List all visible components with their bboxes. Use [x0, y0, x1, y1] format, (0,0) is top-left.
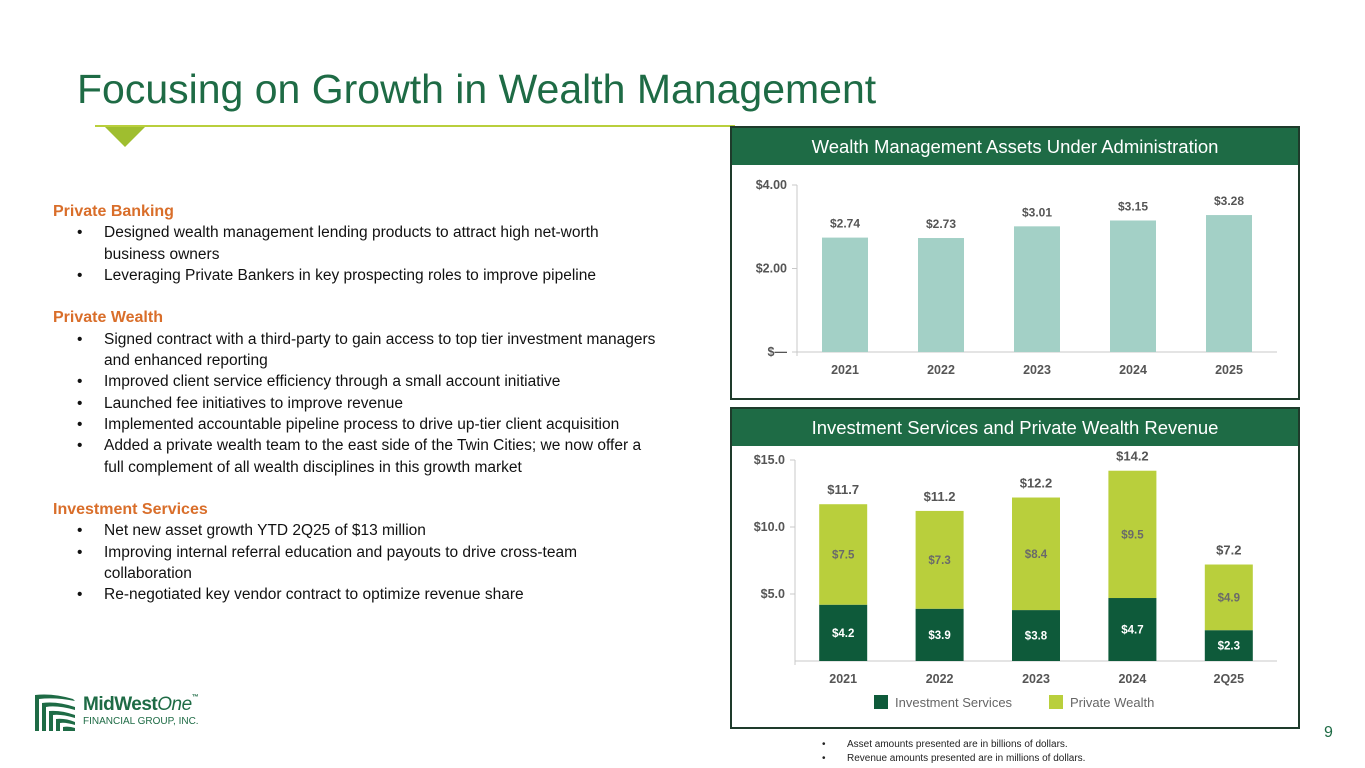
- section-heading-investment-services: Investment Services: [53, 501, 208, 519]
- y-tick-label: $2.00: [756, 262, 787, 276]
- legend-label-private-wealth: Private Wealth: [1070, 695, 1154, 710]
- x-tick-label-2025: 2025: [1215, 363, 1243, 377]
- aum-chart-title: Wealth Management Assets Under Administr…: [732, 128, 1298, 165]
- bullet-list-private-banking: Designed wealth management lending produ…: [53, 222, 663, 286]
- data-label-private-wealth-2024: $9.5: [1121, 529, 1144, 541]
- bar-private-wealth-2021: [819, 504, 868, 605]
- revenue-chart-title: Investment Services and Private Wealth R…: [732, 409, 1298, 446]
- data-label-investment-services-2021: $4.2: [832, 628, 854, 640]
- total-label-2Q25: $7.2: [1216, 543, 1241, 558]
- revenue-stacked-bar-chart: $5.0 $10.0 $15.0 $4.2 $7.5 $11.7 2021 $3.9 $7.3 $…: [754, 449, 1277, 710]
- bar-investment-services-2021: [819, 604, 868, 661]
- bar-2021: [822, 237, 868, 352]
- title-triangle-marker: [105, 127, 145, 147]
- footnote-item: Asset amounts presented are in billions …: [822, 738, 1085, 752]
- data-label-private-wealth-2023: $8.4: [1025, 549, 1048, 561]
- logo-subtitle: FINANCIAL GROUP, INC.: [83, 716, 199, 727]
- bullet-item: Improved client service efficiency throu…: [53, 371, 663, 393]
- bar-2024: [1110, 220, 1156, 352]
- bullet-item: Designed wealth management lending produ…: [53, 222, 663, 265]
- x-tick-label-2022: 2022: [926, 672, 954, 686]
- bar-investment-services-2Q25: [1204, 630, 1253, 661]
- title-underline: [95, 125, 735, 127]
- aum-chart-panel: Wealth Management Assets Under Administr…: [730, 126, 1300, 400]
- bar-investment-services-2024: [1108, 598, 1157, 661]
- footnote-item: Revenue amounts presented are in million…: [822, 752, 1085, 766]
- bullet-list-investment-services: Net new asset growth YTD 2Q25 of $13 mil…: [53, 520, 663, 605]
- y-tick-label: $—: [768, 345, 788, 359]
- data-label-private-wealth-2Q25: $4.9: [1218, 592, 1240, 604]
- y-tick-label: $5.0: [761, 587, 785, 601]
- bar-2022: [918, 238, 964, 352]
- logo-mark-icon: [33, 691, 77, 734]
- revenue-chart-panel: Investment Services and Private Wealth R…: [730, 407, 1300, 729]
- bar-2023: [1014, 226, 1060, 352]
- y-tick-label: $15.0: [754, 453, 785, 467]
- footnotes: Asset amounts presented are in billions …: [822, 738, 1085, 765]
- bar-private-wealth-2022: [915, 510, 964, 609]
- bullet-item: Net new asset growth YTD 2Q25 of $13 mil…: [53, 520, 663, 542]
- bar-private-wealth-2Q25: [1204, 564, 1253, 631]
- bullet-list-private-wealth: Signed contract with a third-party to ga…: [53, 329, 663, 478]
- bullet-item: Improving internal referral education an…: [53, 542, 663, 585]
- bar-private-wealth-2023: [1012, 497, 1060, 611]
- bullet-item: Leveraging Private Bankers in key prospe…: [53, 265, 663, 287]
- company-logo: MidWestOne™ FINANCIAL GROUP, INC.: [33, 691, 223, 735]
- data-label-investment-services-2024: $4.7: [1121, 625, 1143, 637]
- data-label-private-wealth-2021: $7.5: [832, 549, 855, 561]
- section-heading-private-wealth: Private Wealth: [53, 309, 163, 327]
- data-label-2024: $3.15: [1118, 199, 1148, 213]
- bar-investment-services-2023: [1012, 610, 1060, 661]
- data-label-investment-services-2Q25: $2.3: [1218, 641, 1240, 653]
- total-label-2021: $11.7: [827, 482, 859, 497]
- data-label-2025: $3.28: [1214, 194, 1244, 208]
- x-tick-label-2022: 2022: [927, 363, 955, 377]
- y-tick-label: $4.00: [756, 178, 787, 192]
- bullet-item: Launched fee initiatives to improve reve…: [53, 393, 663, 415]
- aum-bar-chart: $— $2.00 $4.00 $2.74 2021 $2.73 2022 $3.01 2023 $…: [756, 178, 1277, 377]
- legend-swatch-private-wealth: [1049, 695, 1063, 709]
- legend-swatch-investment-services: [874, 695, 888, 709]
- x-tick-label-2024: 2024: [1119, 363, 1147, 377]
- x-tick-label-2021: 2021: [829, 672, 857, 686]
- logo-name: MidWestOne™: [83, 694, 199, 715]
- total-label-2023: $12.2: [1020, 476, 1053, 491]
- bar-2025: [1206, 215, 1252, 352]
- bullet-item: Implemented accountable pipeline process…: [53, 414, 663, 436]
- data-label-private-wealth-2022: $7.3: [928, 555, 950, 567]
- data-label-2021: $2.74: [830, 217, 860, 231]
- x-tick-label-2021: 2021: [831, 363, 859, 377]
- bullet-item: Signed contract with a third-party to ga…: [53, 329, 663, 372]
- bullet-text-block: Private Banking Designed wealth manageme…: [53, 201, 663, 606]
- page-title: Focusing on Growth in Wealth Management: [77, 66, 877, 112]
- data-label-investment-services-2023: $3.8: [1025, 631, 1048, 643]
- page-number: 9: [1324, 724, 1333, 741]
- x-tick-label-2Q25: 2Q25: [1214, 672, 1245, 686]
- total-label-2024: $14.2: [1116, 449, 1149, 464]
- y-tick-label: $10.0: [754, 520, 785, 534]
- bullet-item: Added a private wealth team to the east …: [53, 435, 663, 478]
- section-heading-private-banking: Private Banking: [53, 203, 174, 220]
- x-tick-label-2024: 2024: [1118, 672, 1146, 686]
- x-tick-label-2023: 2023: [1023, 363, 1051, 377]
- data-label-2023: $3.01: [1022, 205, 1052, 219]
- bar-investment-services-2022: [915, 608, 964, 661]
- bar-private-wealth-2024: [1108, 470, 1157, 599]
- data-label-2022: $2.73: [926, 217, 956, 231]
- legend-label-investment-services: Investment Services: [895, 695, 1013, 710]
- bullet-item: Re-negotiated key vendor contract to opt…: [53, 584, 663, 606]
- x-tick-label-2023: 2023: [1022, 672, 1050, 686]
- total-label-2022: $11.2: [924, 489, 956, 504]
- data-label-investment-services-2022: $3.9: [928, 630, 950, 642]
